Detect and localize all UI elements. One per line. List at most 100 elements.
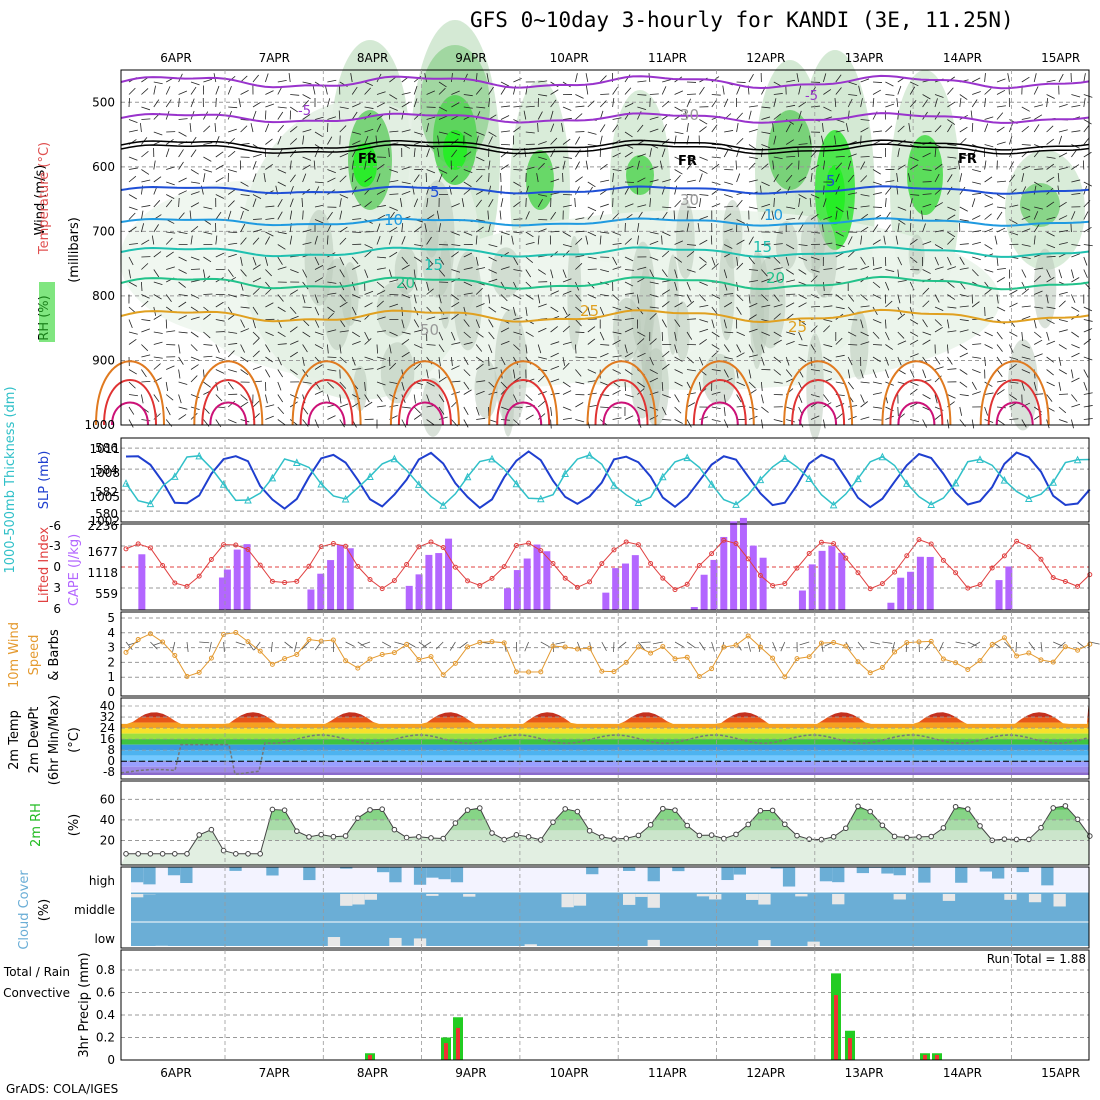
wind-barb bbox=[500, 81, 510, 87]
rh-marker bbox=[135, 851, 141, 857]
wind-barb bbox=[451, 269, 461, 273]
rh-shading bbox=[380, 342, 415, 404]
wind-barb bbox=[761, 304, 771, 308]
wind-barb bbox=[585, 73, 589, 83]
wind-barb bbox=[810, 164, 820, 170]
wind-barb bbox=[599, 331, 605, 341]
wind-barb bbox=[325, 85, 328, 95]
wind-barb bbox=[810, 325, 818, 333]
wind-barb bbox=[773, 197, 775, 208]
wind-barb bbox=[327, 98, 331, 108]
high-cloud-bar bbox=[167, 867, 181, 876]
wind-barb bbox=[389, 331, 398, 337]
wind-barb bbox=[389, 269, 393, 279]
rh-shading bbox=[630, 241, 656, 355]
panel-3-frame bbox=[120, 523, 1090, 611]
wind-barb bbox=[463, 356, 469, 366]
wind-barb bbox=[314, 331, 324, 336]
wind-barb bbox=[612, 98, 615, 108]
temperature-contour-25 bbox=[120, 308, 1090, 324]
wind-barb bbox=[786, 217, 796, 220]
wind-barb bbox=[128, 369, 137, 375]
wind-barb bbox=[996, 206, 1006, 209]
wind-barb bbox=[141, 106, 151, 111]
wind-barb bbox=[252, 331, 260, 339]
wind-barb bbox=[599, 306, 605, 316]
wind-speed-tick-label: 1 bbox=[107, 670, 115, 684]
wind-barb bbox=[1070, 222, 1072, 233]
wind-barb bbox=[971, 122, 974, 133]
wind-barb bbox=[711, 331, 720, 338]
wind-barb bbox=[240, 125, 248, 133]
wind-barb bbox=[1083, 319, 1093, 322]
wind-barb bbox=[587, 392, 597, 395]
wind-barb bbox=[339, 194, 349, 199]
wind-barb bbox=[153, 81, 163, 85]
wind-barb bbox=[1046, 79, 1056, 83]
thickness-marker bbox=[292, 458, 301, 466]
middle-cloud-gap bbox=[696, 894, 710, 897]
wind-barb bbox=[773, 113, 782, 120]
wind-barb bbox=[934, 326, 943, 333]
lifted-index-tick-label: 0 bbox=[53, 560, 61, 574]
wind-barb bbox=[637, 223, 640, 233]
thickness-marker bbox=[512, 479, 521, 488]
wind-barb bbox=[847, 174, 855, 183]
wind-barb bbox=[190, 169, 199, 175]
wind-barb bbox=[351, 160, 354, 170]
wind-barb bbox=[463, 342, 473, 345]
wind-barb bbox=[513, 201, 521, 208]
wind-barb bbox=[1009, 344, 1014, 353]
wind-barb bbox=[1071, 104, 1081, 108]
temperature-band bbox=[121, 761, 1089, 767]
wind-barb bbox=[835, 173, 840, 183]
temperature-contour-15 bbox=[120, 246, 1090, 258]
wind-barb bbox=[736, 123, 739, 133]
wind-barb bbox=[891, 641, 895, 652]
wind-barb bbox=[141, 239, 150, 245]
wind-barb bbox=[761, 116, 771, 120]
wind-barb bbox=[612, 331, 622, 335]
wind-barb bbox=[575, 331, 585, 333]
wind-barb bbox=[538, 94, 548, 97]
high-cloud-bar bbox=[819, 867, 833, 882]
wind-barb bbox=[376, 235, 381, 245]
wind-barb bbox=[612, 355, 622, 358]
wind-barb bbox=[723, 394, 726, 404]
wind-barb bbox=[785, 123, 791, 133]
wind-barb bbox=[265, 369, 271, 378]
wind-speed-marker bbox=[1026, 650, 1032, 656]
wind-barb bbox=[711, 344, 720, 350]
wind-barb bbox=[240, 237, 247, 245]
wind-speed-marker bbox=[879, 665, 885, 671]
wind-speed-marker bbox=[892, 649, 898, 655]
wind-barb bbox=[674, 641, 684, 648]
wind-barb bbox=[575, 263, 583, 270]
thickness-marker bbox=[805, 474, 814, 482]
wind-barb bbox=[438, 269, 446, 277]
wind-barb bbox=[885, 198, 887, 208]
thickness-marker bbox=[951, 478, 960, 487]
wind-barb bbox=[252, 319, 256, 329]
wind-barb bbox=[860, 226, 869, 233]
high-cloud-bar bbox=[1041, 867, 1054, 886]
wind-barb bbox=[798, 194, 807, 200]
wind-speed-marker bbox=[770, 655, 776, 661]
rh-marker bbox=[684, 822, 691, 829]
wind-barb bbox=[872, 356, 881, 363]
wind-barb bbox=[1083, 369, 1089, 378]
dewpoint-axis-label: 2m DewPt bbox=[27, 707, 42, 774]
rh-marker bbox=[172, 851, 178, 857]
rh-marker bbox=[965, 806, 971, 812]
wind-barb bbox=[513, 256, 519, 266]
wind-barb bbox=[649, 179, 659, 183]
wind-barb bbox=[178, 414, 187, 420]
wind-barb bbox=[786, 206, 796, 210]
wind-barb bbox=[723, 369, 729, 378]
wind-barb bbox=[773, 278, 783, 283]
lifted-index-marker bbox=[477, 582, 483, 588]
wind-barb bbox=[327, 136, 333, 145]
cape-bar bbox=[739, 517, 747, 610]
wind-barb bbox=[339, 301, 348, 308]
wind-barb bbox=[798, 244, 808, 247]
